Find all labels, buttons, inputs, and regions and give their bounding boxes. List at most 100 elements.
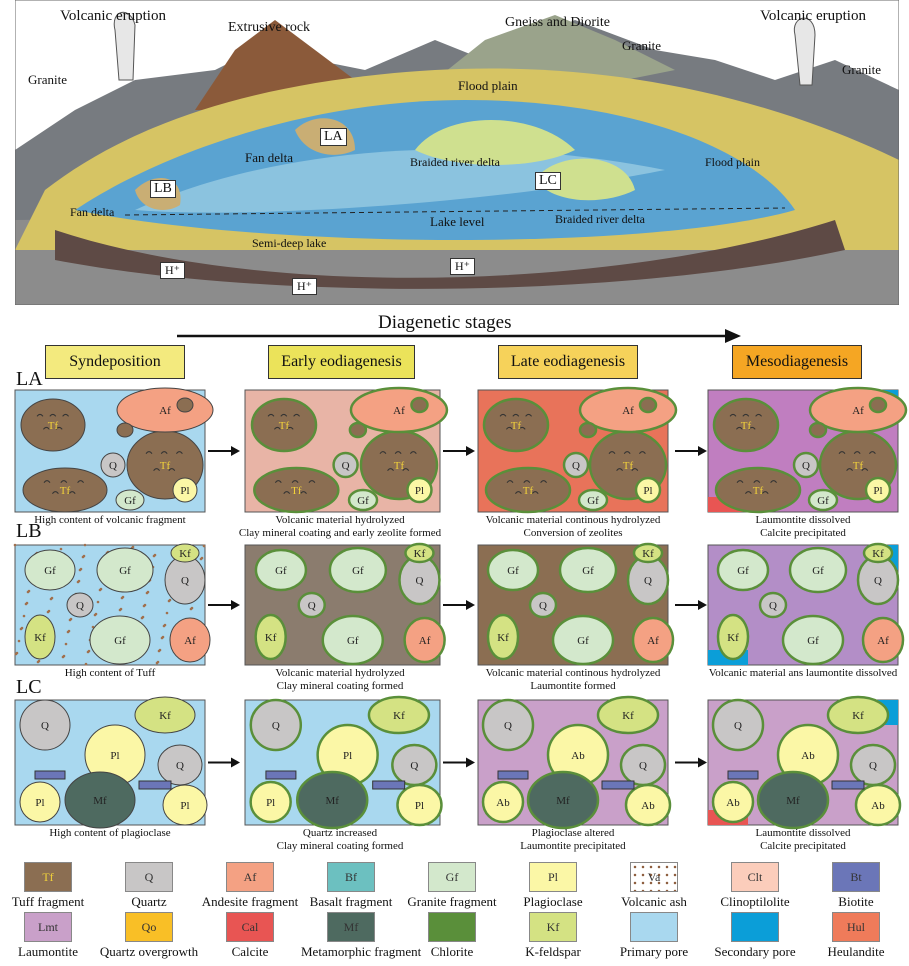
arrow-head (698, 446, 707, 456)
tuff-texture (631, 468, 639, 471)
arrow-head (231, 446, 240, 456)
volcanic-ash-dot (167, 599, 171, 603)
volcanic-ash-dot (152, 554, 156, 558)
label-granite-left: Granite (28, 72, 67, 87)
caption: High content of volcanic fragment (34, 514, 186, 526)
grain-gf (807, 488, 839, 512)
row-label-lc: LC (16, 676, 42, 698)
tuff-texture (755, 413, 762, 417)
caption: Volcanic material hydrolyzed Clay minera… (275, 667, 405, 692)
grain-label: Gf (577, 635, 589, 647)
grain-label: Ab (726, 797, 740, 809)
grain-q (528, 591, 558, 619)
legend-item-k-feldspar: Kf K-feldspar (503, 912, 603, 960)
tuff-texture (736, 480, 744, 483)
grain-mf (756, 770, 830, 830)
label-flood-plain-top: Flood plain (458, 78, 518, 93)
volcanic-ash-dot (160, 636, 164, 640)
grain-label: Kf (159, 710, 171, 722)
thin-section-lb-3: Gf Gf Q Q Kf Gf Af Kf (477, 542, 675, 666)
grain-gf (254, 548, 308, 592)
grain-gf (558, 546, 618, 594)
arrow-head (698, 600, 707, 610)
volcanic-ash-dot (24, 602, 28, 606)
legend-swatch: Bf (327, 862, 375, 892)
grain-q (711, 698, 765, 752)
legend-item-tuff-fragment: Tf Tuff fragment (0, 862, 98, 910)
diagenetic-stages-title: Diagenetic stages (378, 312, 512, 333)
grain-kf (170, 543, 200, 563)
grain-af (403, 616, 446, 664)
tuff-texture (745, 491, 752, 494)
legend-swatch: Mf (327, 912, 375, 942)
grain-tf (578, 421, 598, 439)
legend-swatch: Hul (832, 912, 880, 942)
tuff-texture (742, 413, 750, 417)
grain-q (792, 451, 820, 479)
grain-kf (254, 613, 287, 661)
volcanic-ash-dot (157, 649, 161, 653)
caption: Volcanic material hydrolyzed Clay minera… (238, 514, 442, 539)
grain-label: Q (410, 760, 418, 772)
label-volcanic-eruption-left: Volcanic eruption (60, 8, 166, 24)
grain-label: Af (393, 405, 405, 417)
tuff-texture (176, 451, 183, 454)
volcanic-ash-dot (84, 662, 88, 666)
grain-label: Q (272, 720, 280, 732)
grain-label: Tf (279, 420, 290, 432)
grain-mf (64, 771, 136, 829)
grain-label: Pl (415, 485, 424, 497)
thin-section-lc-4: Q Kf Ab Q Mf Ab Ab (707, 695, 902, 830)
biotite-grain (265, 770, 297, 780)
legend-label: Andesite fragment (201, 894, 299, 909)
grain-label: Q (308, 600, 316, 612)
grain-label: Gf (114, 635, 126, 647)
grain-label: Gf (357, 495, 369, 507)
legend-swatch: Bt (832, 862, 880, 892)
grain-label: Mf (786, 795, 800, 807)
legend-swatch: Kf (529, 912, 577, 942)
grain-label: Pl (180, 800, 189, 812)
grain-label: Q (109, 460, 117, 472)
legend-item-biotite: Bt Biotite (806, 862, 906, 910)
grain-gf (781, 614, 845, 666)
volcanic-ash-dot (189, 607, 193, 611)
tuff-texture (518, 426, 526, 430)
grain-mf (295, 770, 369, 830)
volcanic-ash-dot (14, 652, 18, 656)
grain-q (332, 451, 359, 479)
caption: Volcanic material continous hydrolyzed L… (485, 667, 661, 692)
grain-label: Pl (873, 485, 882, 497)
process-arrow (208, 600, 240, 610)
label-lake-level: Lake level (430, 214, 485, 229)
grain-label: Kf (414, 548, 426, 560)
grain-label: Tf (511, 420, 522, 432)
volcanic-ash-dot (83, 543, 87, 547)
grain-label: Kf (34, 632, 46, 644)
arrow-head (466, 757, 475, 768)
thin-section-lc-1: Q Kf Pl Q Mf Pl Pl (14, 696, 208, 829)
grain-label: Q (874, 575, 882, 587)
grain-label: Tf (160, 460, 171, 472)
volcanic-ash-dot (145, 591, 149, 595)
eruption-plume-left (113, 12, 136, 81)
h-plus-label: H⁺ (450, 258, 475, 275)
grain-label: Gf (119, 565, 131, 577)
tuff-texture (387, 468, 394, 471)
tuff-texture (608, 451, 616, 454)
tuff-texture (43, 426, 50, 430)
legend-item-heulandite: Hul Heulandite (806, 912, 906, 960)
lake-bottom-sediments (55, 220, 845, 289)
grain-pl (162, 784, 208, 826)
grain-pl (864, 476, 892, 504)
grain-label: Ab (801, 750, 815, 762)
lake-level-line (124, 207, 786, 216)
tuff-texture (861, 468, 869, 471)
grain-label: Q (41, 720, 49, 732)
grain-ab (854, 783, 902, 827)
tuff-texture (291, 480, 299, 483)
grain-label: Af (622, 405, 634, 417)
caption: Laumontite dissolved Calcite precipitate… (755, 827, 851, 852)
label-volcanic-eruption-right: Volcanic eruption (760, 8, 866, 24)
label-extrusive-rock: Extrusive rock (228, 20, 311, 35)
